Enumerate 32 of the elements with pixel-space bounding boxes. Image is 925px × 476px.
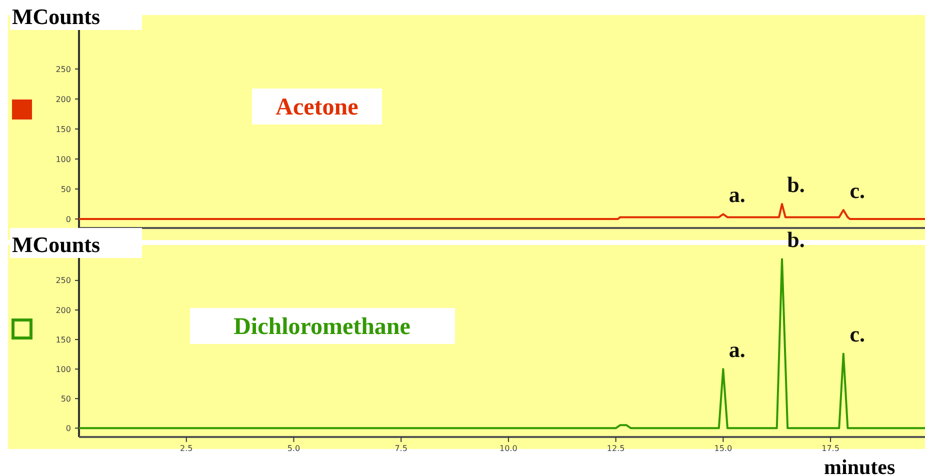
- x-tick-label: 15.0: [714, 444, 732, 453]
- text: Acetone: [276, 94, 359, 120]
- x-axis-title: minutes: [824, 455, 896, 476]
- x-tick-label: 5.0: [287, 444, 300, 453]
- y-tick-label: 0: [66, 214, 71, 224]
- y-tick-label: 100: [56, 154, 71, 164]
- y-tick-label: 0: [66, 424, 71, 433]
- annotation: a.: [728, 337, 746, 362]
- x-tick-label: 12.5: [606, 444, 625, 453]
- y-tick-label: 200: [56, 306, 71, 315]
- annotation: b.: [787, 172, 805, 197]
- annotation: c.: [850, 178, 866, 203]
- line-series: [78, 203, 925, 220]
- y-tick-label: 50: [60, 394, 71, 404]
- y-tick-label: 150: [56, 335, 71, 344]
- y-axis-title: MCounts: [12, 4, 100, 29]
- annotation: c.: [850, 322, 866, 347]
- annotation: a.: [728, 182, 746, 208]
- y-tick-label: 150: [56, 124, 71, 134]
- annotation: b.: [787, 227, 805, 252]
- y-tick-label: 250: [56, 64, 71, 74]
- y-tick-label: 100: [56, 364, 71, 374]
- y-tick-label: 200: [56, 94, 71, 104]
- line-series: [78, 258, 925, 430]
- x-tick-label: 17.5: [822, 444, 840, 453]
- text: Dichloromethane: [234, 314, 411, 340]
- x-tick-label: 7.5: [394, 444, 408, 453]
- y-tick-label: 50: [60, 184, 71, 194]
- y-axis-title: MCounts: [12, 232, 100, 257]
- x-tick-label: 2.5: [180, 444, 193, 453]
- x-tick-label: 10.0: [500, 444, 518, 453]
- y-tick-label: 250: [56, 276, 71, 286]
